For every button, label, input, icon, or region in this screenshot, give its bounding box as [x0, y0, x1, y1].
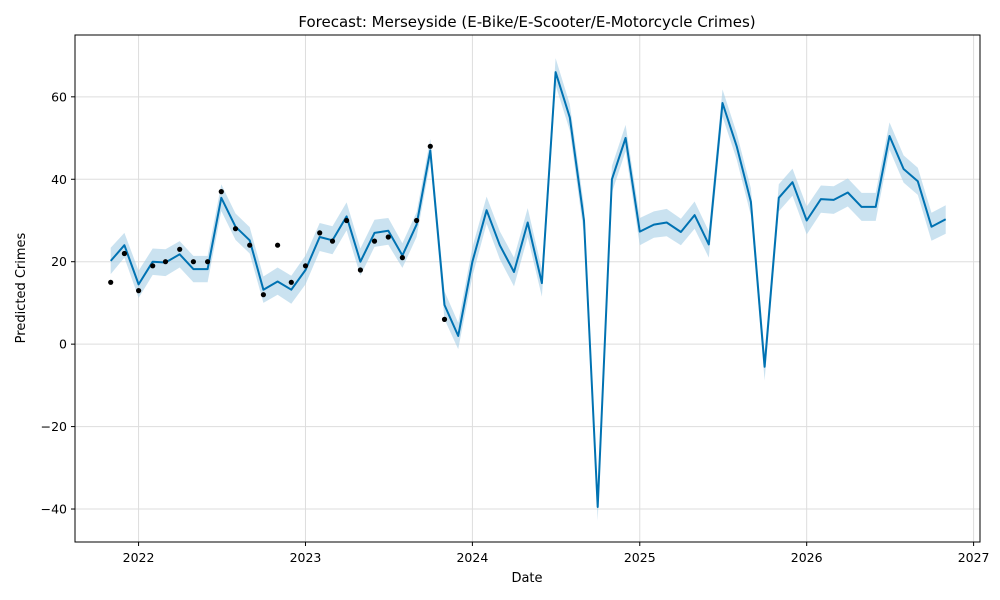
observed-point — [121, 250, 127, 257]
x-tick-label: 2027 — [958, 550, 990, 565]
observed-point — [317, 230, 323, 236]
y-axis-label: Predicted Crimes — [14, 232, 29, 343]
observed-point — [357, 267, 363, 273]
observed-point — [150, 263, 156, 269]
observed-point — [260, 292, 266, 298]
observed-point — [247, 242, 253, 248]
x-tick-label: 2025 — [624, 550, 656, 565]
y-tick-label: 40 — [51, 172, 67, 187]
observed-point — [302, 263, 309, 269]
observed-point — [205, 259, 211, 265]
x-tick-label: 2023 — [290, 550, 322, 565]
observed-point — [385, 234, 391, 240]
forecast-line-layer — [109, 71, 947, 508]
plot-frame — [74, 34, 981, 543]
x-axis-label: Date — [511, 571, 542, 586]
uncertainty-band — [110, 58, 946, 521]
x-tick-label: 2026 — [791, 550, 823, 565]
y-tick-label: 60 — [51, 89, 67, 104]
x-tick-label: 2022 — [123, 550, 155, 565]
observed-point — [136, 288, 142, 294]
observed-point — [162, 259, 169, 265]
y-tick-label: 20 — [51, 254, 67, 269]
x-tick-label: 2024 — [456, 550, 488, 565]
grid — [75, 35, 980, 542]
observed-point — [108, 279, 114, 285]
observed-point — [288, 279, 294, 285]
observed-point — [344, 217, 350, 224]
observed-point — [427, 143, 433, 149]
x-axis-ticks: 2022 2023 2024 2025 2026 2027 — [123, 542, 990, 565]
observed-point — [190, 259, 196, 265]
forecast-line — [109, 71, 947, 508]
observed-point — [218, 189, 224, 195]
observed-point — [329, 238, 336, 244]
chart-title: Forecast: Merseyside (E-Bike/E-Scooter/E… — [298, 13, 755, 31]
observed-points-layer — [108, 143, 448, 322]
uncertainty-band-layer — [110, 58, 946, 521]
y-tick-label: −20 — [41, 419, 67, 434]
y-axis-ticks: −40 −20 0 20 40 60 — [41, 89, 75, 517]
observed-point — [399, 255, 405, 261]
observed-point — [275, 242, 281, 248]
observed-point — [441, 316, 448, 322]
observed-point — [371, 238, 378, 244]
observed-point — [232, 226, 239, 232]
observed-point — [414, 217, 420, 224]
observed-point — [177, 246, 183, 252]
y-tick-label: 0 — [59, 337, 67, 352]
y-tick-label: −40 — [41, 502, 67, 517]
